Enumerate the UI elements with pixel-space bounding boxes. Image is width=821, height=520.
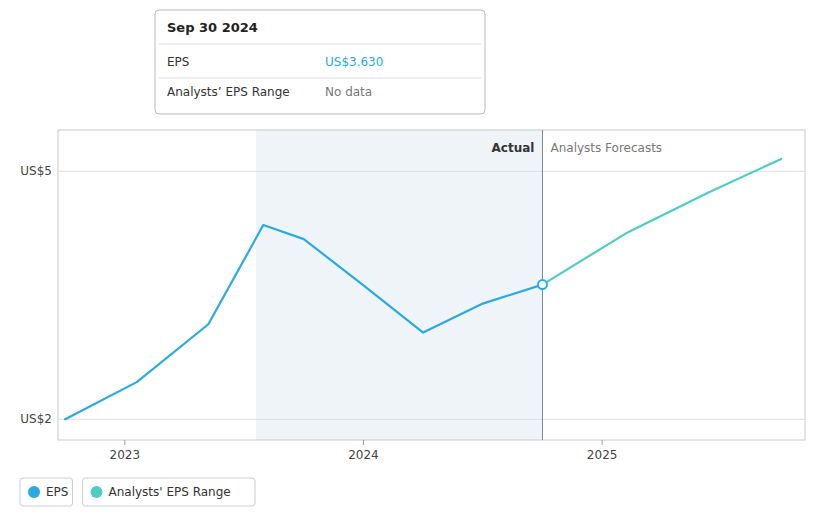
x-tick-label: 2024 <box>348 448 379 462</box>
tooltip-value: US$3.630 <box>325 55 383 69</box>
y-tick-label: US$2 <box>20 412 52 426</box>
series-group <box>65 159 781 419</box>
highlight-region <box>256 130 542 440</box>
tooltip-separator <box>159 78 481 79</box>
tooltip-box <box>155 10 485 114</box>
tooltip-label: EPS <box>167 55 189 69</box>
legend-label: Analysts' EPS Range <box>109 485 231 499</box>
grid-line <box>58 419 805 420</box>
annotation: Actual <box>492 141 535 155</box>
x-tick <box>602 440 603 445</box>
legend-box <box>20 478 73 506</box>
legend-label: EPS <box>46 485 68 499</box>
plot-frame <box>58 130 805 440</box>
tooltip-title: Sep 30 2024 <box>167 20 258 35</box>
x-tick-label: 2023 <box>110 448 141 462</box>
legend-box <box>83 478 256 506</box>
series-line <box>65 225 542 419</box>
grid-line <box>58 171 805 172</box>
y-tick-label: US$5 <box>20 164 52 178</box>
chart: US$2 US$5 2023 2024 2025 Actual Analysts Forec… <box>0 0 821 520</box>
x-tick-label: 2025 <box>587 448 618 462</box>
legend-swatch <box>28 486 40 498</box>
series-line <box>542 159 781 285</box>
point-marker <box>538 280 547 289</box>
legend-swatch <box>91 486 103 498</box>
annotation: Analysts Forecasts <box>550 141 662 155</box>
tooltip-value: No data <box>325 85 372 99</box>
tooltip-label: Analysts’ EPS Range <box>167 85 290 99</box>
x-tick <box>363 440 364 445</box>
tooltip-separator <box>159 44 481 45</box>
x-tick <box>124 440 125 445</box>
